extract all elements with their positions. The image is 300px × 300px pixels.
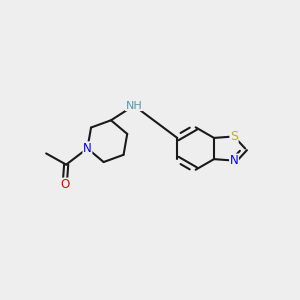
Text: O: O (60, 178, 69, 191)
Text: S: S (230, 130, 238, 143)
Text: NH: NH (126, 100, 142, 111)
Text: N: N (83, 142, 92, 155)
Text: N: N (230, 154, 238, 167)
